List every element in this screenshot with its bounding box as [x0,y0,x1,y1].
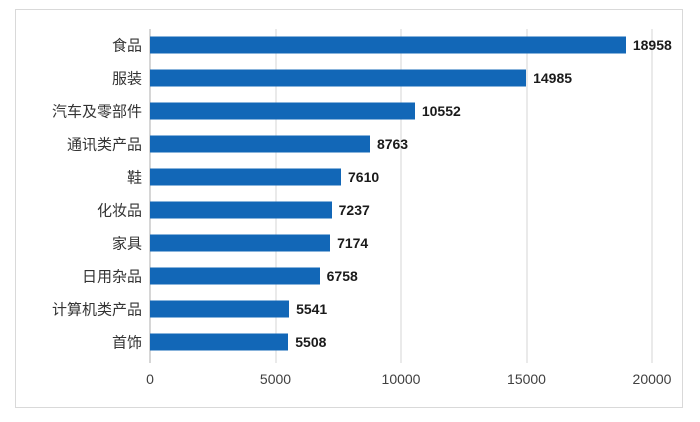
x-tick-label: 5000 [259,371,292,387]
bar [150,300,290,318]
bar-row: 鞋 7610 [127,161,652,194]
category-label: 汽车及零部件 [51,103,142,121]
category-label: 鞋 [126,169,142,187]
category-label: 家具 [111,235,142,253]
gridline [400,29,402,363]
bar-row: 食品 18958 [112,29,672,62]
bar [150,267,320,285]
gridline [526,29,527,363]
bar-value-label: 8763 [376,136,409,153]
plot-area: 0 5000 10000 15000 20000 食品 18958 服装 14985 汽车及零部件… [52,29,672,387]
bar-row: 化妆品 7237 [97,194,652,227]
bar-row: 家具 7174 [112,226,652,259]
x-tick-label: 10000 [381,371,421,387]
category-label: 首饰 [111,334,142,352]
bar-value-label: 7237 [338,201,370,218]
x-tick-label: 0 [146,371,154,387]
x-tick-label: 15000 [507,371,546,387]
bar-value-label: 7610 [348,169,380,186]
gridline [275,29,276,363]
bar [150,36,626,54]
bar-value-label: 18958 [632,37,672,54]
bar [150,69,527,87]
chart-frame: 0 5000 10000 15000 20000 食品 18958 服装 14985 汽车及零部件… [15,9,683,408]
x-tick-label: 20000 [632,371,672,387]
category-label: 服装 [111,70,142,88]
bar [150,201,332,219]
bar-row: 服装 14985 [112,62,652,95]
bar-value-label: 7174 [337,234,369,251]
bar-value-label: 5541 [296,300,328,317]
bar-row: 首饰 5508 [112,325,652,358]
bar-row: 计算机类产品 5541 [52,292,652,325]
bar [150,333,289,351]
bar-row: 通讯类产品 8763 [67,128,652,161]
bar [150,135,370,153]
category-label: 日用杂品 [81,268,142,286]
bar [150,234,331,252]
category-label: 化妆品 [96,202,142,220]
bar-value-label: 6758 [326,267,358,284]
category-label: 食品 [111,37,142,55]
bar [150,168,341,186]
bar-value-label: 14985 [533,70,573,87]
gridline [651,29,653,363]
bar-value-label: 5508 [295,333,327,350]
bar-row: 日用杂品 6758 [82,259,652,292]
category-label: 计算机类产品 [51,301,142,319]
y-axis-line [149,29,151,363]
bar-value-label: 10552 [421,103,461,120]
category-label: 通讯类产品 [66,136,142,154]
bar-row: 汽车及零部件 10552 [52,95,652,128]
bar [150,102,415,120]
